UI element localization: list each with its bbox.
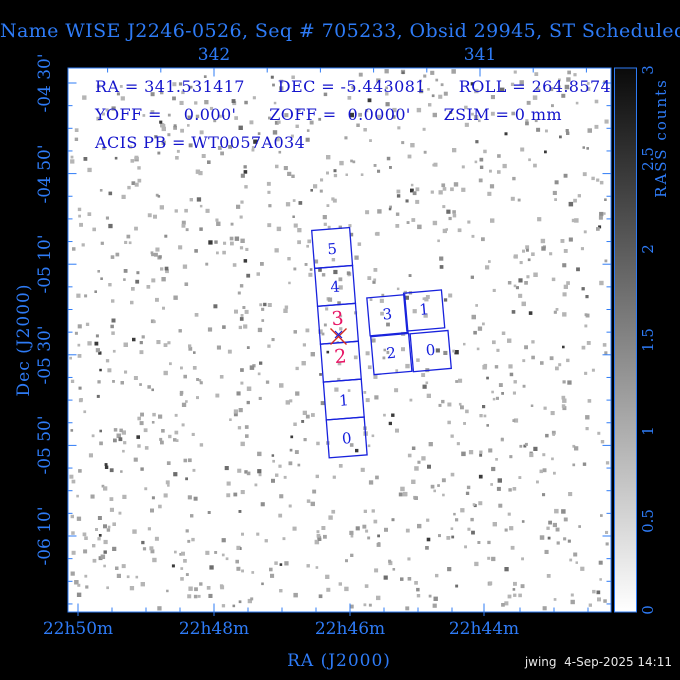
aimpoint-marker	[330, 328, 347, 345]
bottom-tick-label-22h50m: 22h50m	[42, 619, 114, 639]
page-title: Name WISE J2246-0526, Seq # 705233, Obsi…	[0, 20, 680, 42]
acis-s-chip-label-4: 4	[330, 278, 341, 297]
acis-i-chip-label-0: 0	[425, 341, 436, 360]
dec-tick-label-2: -04 50'	[35, 144, 55, 204]
acis-i-chip-0	[409, 329, 452, 373]
colorbar-tick-label-0p5: 0.5	[639, 509, 657, 534]
dec-axis-label: Dec (J2000)	[14, 283, 34, 397]
colorbar-tick-label-2: 2	[639, 244, 657, 255]
acis-i-chip-label-2: 2	[386, 344, 397, 363]
aimpoint-x-icon	[330, 328, 347, 345]
user-timestamp: jwing 4-Sep-2025 14:11	[524, 655, 672, 669]
colorbar-tick-label-1p5: 1.5	[639, 328, 657, 352]
acis-s-chip-label-2: 2	[334, 345, 348, 368]
acis-s-chip-label-1: 1	[338, 391, 349, 410]
acis-i-chip-label-1: 1	[419, 300, 430, 319]
acis-s-chip-label-3: 3	[331, 307, 345, 330]
colorbar-title: RASS counts	[652, 78, 670, 198]
colorbar-gradient	[614, 67, 637, 613]
bottom-tick-label-22h46m: 22h46m	[314, 619, 386, 639]
top-tick-label-342: 342	[197, 45, 231, 65]
dec-tick-label-3: -05 10'	[35, 234, 55, 294]
ra-axis-label: RA (J2000)	[287, 651, 391, 671]
acis-s-chip-label-0: 0	[341, 429, 352, 448]
dec-tick-label-1: -04 30'	[35, 53, 55, 113]
acis-s-chip-label-5: 5	[327, 240, 338, 259]
aimpoint-small-x-icon	[334, 330, 343, 339]
acis-i-chip-label-3: 3	[382, 305, 393, 324]
acis-i-chip-1	[402, 289, 446, 332]
colorbar-tick-label-0: 0	[639, 605, 657, 615]
dec-tick-label-4: -05 30'	[35, 325, 55, 385]
acis-i-chip-2	[370, 332, 413, 376]
colorbar-tick-label-3: 3	[639, 65, 657, 75]
plot-frame	[67, 67, 612, 613]
pointing-info-line2: YOFF = 0.000' ZOFF = 0.0000' ZSIM = 0 mm	[95, 105, 563, 124]
rass-noise-pixels	[69, 69, 610, 611]
pointing-info-line1: RA = 341.531417 DEC = -5.443081 ROLL = 2…	[95, 77, 612, 96]
dec-tick-label-5: -05 50'	[35, 415, 55, 475]
dec-tick-label-6: -06 10'	[35, 506, 55, 566]
acis-i-chip-3	[366, 293, 409, 337]
bottom-tick-label-22h44m: 22h44m	[448, 619, 520, 639]
top-tick-label-341: 341	[463, 45, 497, 65]
acis-i-array: 3 1 2 0	[366, 289, 452, 376]
pointing-info-line3: ACIS PB = WT0057A034	[95, 133, 306, 152]
acis-s-array: 5 4 3 2 1 0	[311, 226, 368, 459]
colorbar-tick-label-1: 1	[639, 425, 657, 436]
bottom-tick-label-22h48m: 22h48m	[178, 619, 250, 639]
acis-s-chip-0	[325, 416, 368, 459]
